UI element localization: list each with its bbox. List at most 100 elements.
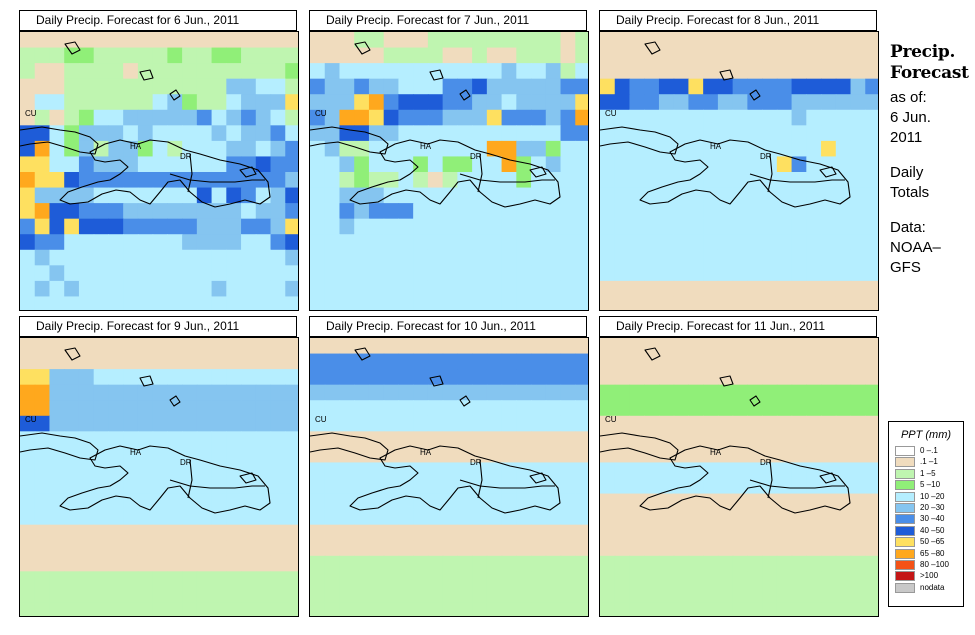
precip-cell <box>501 78 517 95</box>
precip-cell <box>413 140 429 158</box>
precip-cell <box>93 384 110 401</box>
legend-label: 10 –20 <box>920 491 945 501</box>
precip-cell <box>310 47 326 64</box>
precip-cell <box>49 602 65 616</box>
precip-cell <box>137 296 154 310</box>
precip-cell <box>137 187 154 204</box>
legend-label: 50 –65 <box>920 537 945 547</box>
precip-cell <box>270 203 286 220</box>
precip-cell <box>442 446 458 464</box>
precip-cell <box>152 338 168 355</box>
precip-cell <box>457 265 473 282</box>
precip-cell <box>791 218 807 235</box>
precip-cell <box>241 602 257 616</box>
precip-cell <box>398 369 414 386</box>
precip-cell <box>182 384 198 401</box>
precip-cell <box>167 478 183 495</box>
precip-cell <box>368 571 385 588</box>
precip-cell <box>78 353 95 370</box>
precip-cell <box>398 384 414 401</box>
precip-cell <box>486 47 503 64</box>
precip-cell <box>324 478 341 495</box>
legend-label: 30 –40 <box>920 514 945 524</box>
precip-cell <box>137 446 154 464</box>
precip-cell <box>732 187 748 204</box>
precip-cell <box>717 187 734 204</box>
precip-cell <box>629 234 645 251</box>
precip-cell <box>850 493 866 510</box>
precip-cell <box>167 203 183 220</box>
precip-cell <box>108 32 124 49</box>
precip-cell <box>835 338 852 355</box>
legend-item: 80 –100 <box>889 559 963 570</box>
precip-cell <box>614 571 631 588</box>
precip-cell <box>531 353 547 370</box>
precip-cell <box>310 32 326 49</box>
precip-cell <box>152 78 168 95</box>
precip-cell <box>324 156 341 173</box>
precip-cell <box>413 280 429 298</box>
precip-cell <box>575 571 588 588</box>
precip-cell <box>255 524 272 541</box>
precip-cell <box>732 125 748 142</box>
precip-cell <box>673 94 690 111</box>
precip-cell <box>501 602 517 616</box>
precip-cell <box>600 63 616 80</box>
precip-cell <box>806 63 822 80</box>
precip-cell <box>368 540 385 557</box>
precip-cell <box>776 109 793 126</box>
precip-cell <box>354 540 370 557</box>
precip-cell <box>20 172 36 189</box>
precip-cell <box>600 265 616 282</box>
precip-cell <box>531 415 547 432</box>
precip-cell <box>821 509 837 526</box>
precip-cell <box>614 415 631 432</box>
precip-cell <box>865 234 878 251</box>
precip-cell <box>516 187 532 204</box>
precip-cell <box>285 78 298 95</box>
precip-cell <box>241 431 257 448</box>
precip-cell <box>49 78 65 95</box>
precip-cell <box>339 140 355 158</box>
precip-cell <box>865 493 878 510</box>
precip-cell <box>575 540 588 557</box>
precip-cell <box>241 78 257 95</box>
precip-cell <box>270 571 286 588</box>
precip-cell <box>152 462 168 479</box>
precip-cell <box>270 338 286 355</box>
precip-cell <box>673 415 690 432</box>
precip-cell <box>270 384 286 401</box>
precip-cell <box>791 63 807 80</box>
precip-cell <box>821 555 837 572</box>
precip-cell <box>226 218 242 235</box>
precip-cell <box>34 94 51 111</box>
precip-cell <box>575 446 588 464</box>
precip-cell <box>427 94 444 111</box>
precip-cell <box>427 125 444 142</box>
precip-cell <box>64 571 80 588</box>
precip-cell <box>339 509 355 526</box>
precip-cell <box>575 462 588 479</box>
precip-cell <box>575 493 588 510</box>
precip-cell <box>791 540 807 557</box>
precip-cell <box>93 586 110 604</box>
precip-cell <box>850 415 866 432</box>
precip-cell <box>703 265 719 282</box>
precip-cell <box>64 109 80 126</box>
precip-cell <box>354 156 370 173</box>
precip-cell <box>658 369 675 386</box>
precip-cell <box>226 296 242 310</box>
precip-cell <box>486 586 503 604</box>
precip-cell <box>182 415 198 432</box>
precip-cell <box>658 353 675 370</box>
coastline-path <box>639 139 851 208</box>
coastline-path <box>749 479 845 489</box>
precip-cell <box>703 400 719 417</box>
precip-cell <box>78 218 95 235</box>
precip-cell <box>658 187 675 204</box>
precip-cell <box>270 234 286 251</box>
precip-cell <box>835 234 852 251</box>
legend-swatch <box>895 559 915 570</box>
precip-cell <box>629 125 645 142</box>
precip-cell <box>108 462 124 479</box>
